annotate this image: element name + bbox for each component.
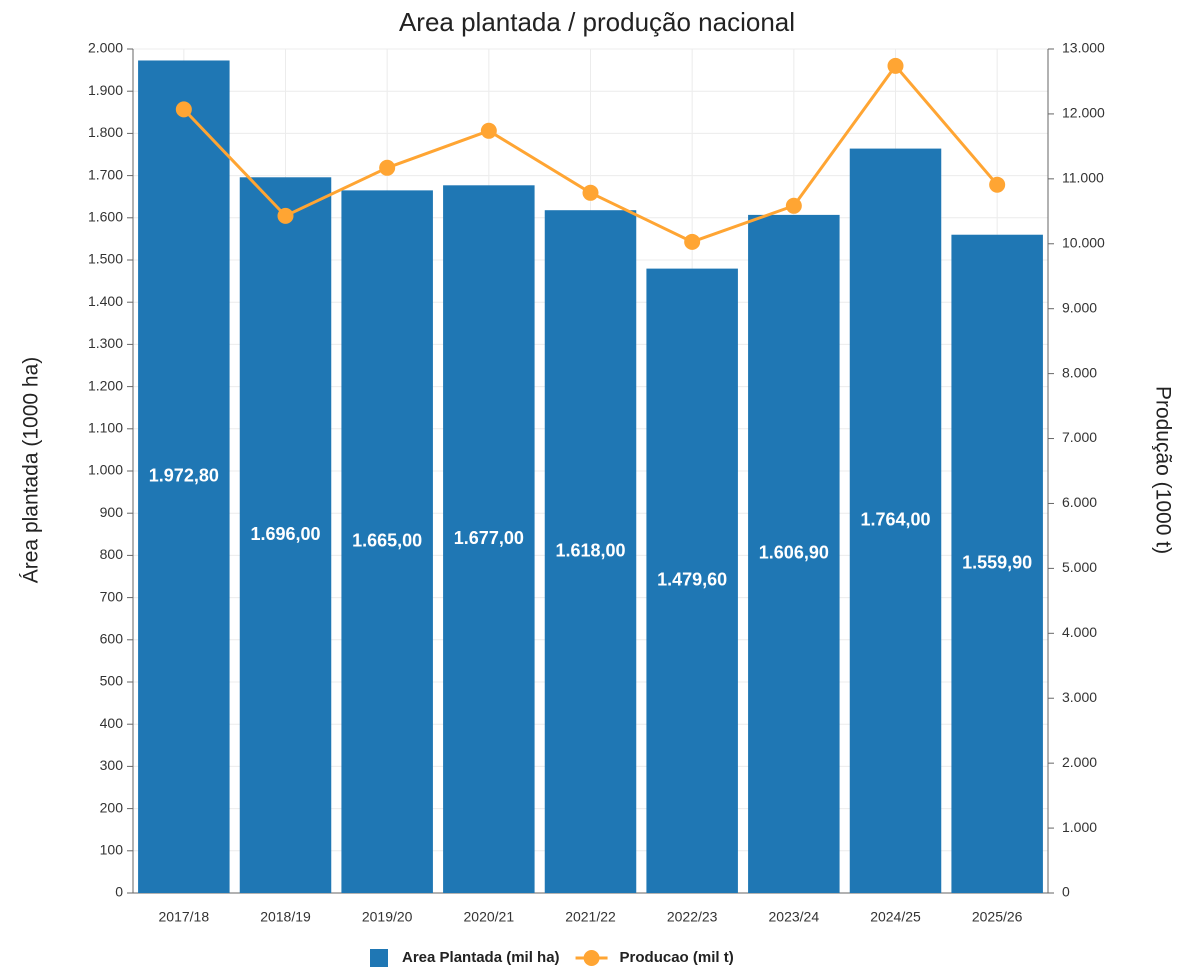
point	[887, 57, 904, 74]
bar	[341, 190, 433, 893]
y2-tick-label: 4.000	[1062, 624, 1097, 640]
y2-tick-label: 3.000	[1062, 689, 1097, 705]
y2-tick-label: 5.000	[1062, 559, 1097, 575]
x-tick-label: 2022/23	[667, 909, 718, 925]
bar	[544, 210, 637, 894]
data-label: 1.696,00	[250, 524, 320, 544]
bar	[239, 177, 332, 894]
y-tick-label: 400	[100, 715, 124, 731]
data-label: 1.618,00	[555, 540, 625, 560]
y-tick-label: 100	[100, 842, 124, 858]
bar	[748, 214, 840, 894]
data-label: 1.677,00	[454, 528, 524, 548]
legend-swatch	[583, 950, 600, 966]
x-tick-label: 2023/24	[769, 909, 820, 925]
y-tick-label: 1.100	[88, 420, 123, 436]
data-label: 1.972,80	[149, 465, 219, 485]
y-tick-label: 700	[100, 588, 124, 604]
data-label: 1.665,00	[352, 530, 422, 550]
x-tick-label: 2021/22	[565, 909, 616, 925]
bar	[443, 185, 535, 893]
y-tick-label: 1.600	[88, 209, 123, 225]
y-tick-label: 1.300	[88, 335, 123, 351]
y2-tick-label: 7.000	[1062, 429, 1097, 445]
y-axis-title: Área plantada (1000 ha)	[20, 357, 43, 584]
legend-swatch	[370, 949, 388, 967]
data-label: 1.606,90	[759, 543, 829, 563]
y2-tick-label: 2.000	[1062, 754, 1097, 770]
point	[989, 176, 1006, 193]
point	[379, 159, 396, 176]
data-label: 1.479,60	[657, 570, 727, 590]
legend-label: Producao (mil t)	[620, 949, 734, 966]
y2-tick-label: 6.000	[1062, 494, 1097, 510]
data-label: 1.764,00	[860, 510, 930, 530]
x-tick-label: 2018/19	[260, 909, 311, 925]
y-tick-label: 1.900	[88, 82, 123, 98]
y-tick-label: 900	[100, 504, 124, 520]
point	[785, 197, 802, 214]
x-tick-label: 2020/21	[464, 909, 515, 925]
point	[277, 207, 294, 224]
y2-tick-label: 1.000	[1062, 819, 1097, 835]
y-tick-label: 1.200	[88, 377, 123, 393]
y-tick-label: 300	[100, 757, 124, 773]
y2-tick-label: 0	[1062, 884, 1070, 900]
y-tick-label: 1.500	[88, 251, 123, 267]
bar	[138, 60, 230, 894]
bar	[849, 148, 942, 894]
point	[684, 233, 701, 250]
x-tick-label: 2025/26	[972, 909, 1023, 925]
chart-title: Area plantada / produção nacional	[399, 7, 795, 37]
y2-tick-label: 9.000	[1062, 299, 1097, 315]
y2-tick-label: 11.000	[1062, 170, 1104, 186]
y-tick-label: 800	[100, 546, 124, 562]
legend-label: Area Plantada (mil ha)	[402, 949, 560, 966]
x-tick-label: 2017/18	[159, 909, 210, 925]
data-label: 1.559,90	[962, 553, 1032, 573]
bar	[951, 234, 1043, 894]
y-tick-label: 500	[100, 673, 124, 689]
y-tick-label: 1.000	[88, 462, 123, 478]
y-tick-label: 200	[100, 799, 124, 815]
x-tick-label: 2024/25	[870, 909, 921, 925]
y2-tick-label: 8.000	[1062, 364, 1097, 380]
y-tick-label: 600	[100, 631, 124, 647]
point	[480, 122, 497, 139]
point	[175, 101, 192, 118]
y2-tick-label: 12.000	[1062, 105, 1105, 121]
x-tick-label: 2019/20	[362, 909, 413, 925]
bar	[646, 268, 738, 894]
y-tick-label: 1.800	[88, 124, 123, 140]
y-tick-label: 0	[115, 884, 123, 900]
y-tick-label: 1.700	[88, 166, 123, 182]
y2-tick-label: 10.000	[1062, 234, 1105, 250]
y2-axis-title: Produção (1000 t)	[1151, 386, 1174, 554]
y2-tick-label: 13.000	[1062, 40, 1105, 56]
y-tick-label: 2.000	[88, 40, 123, 56]
point	[582, 184, 599, 201]
y-tick-label: 1.400	[88, 293, 123, 309]
